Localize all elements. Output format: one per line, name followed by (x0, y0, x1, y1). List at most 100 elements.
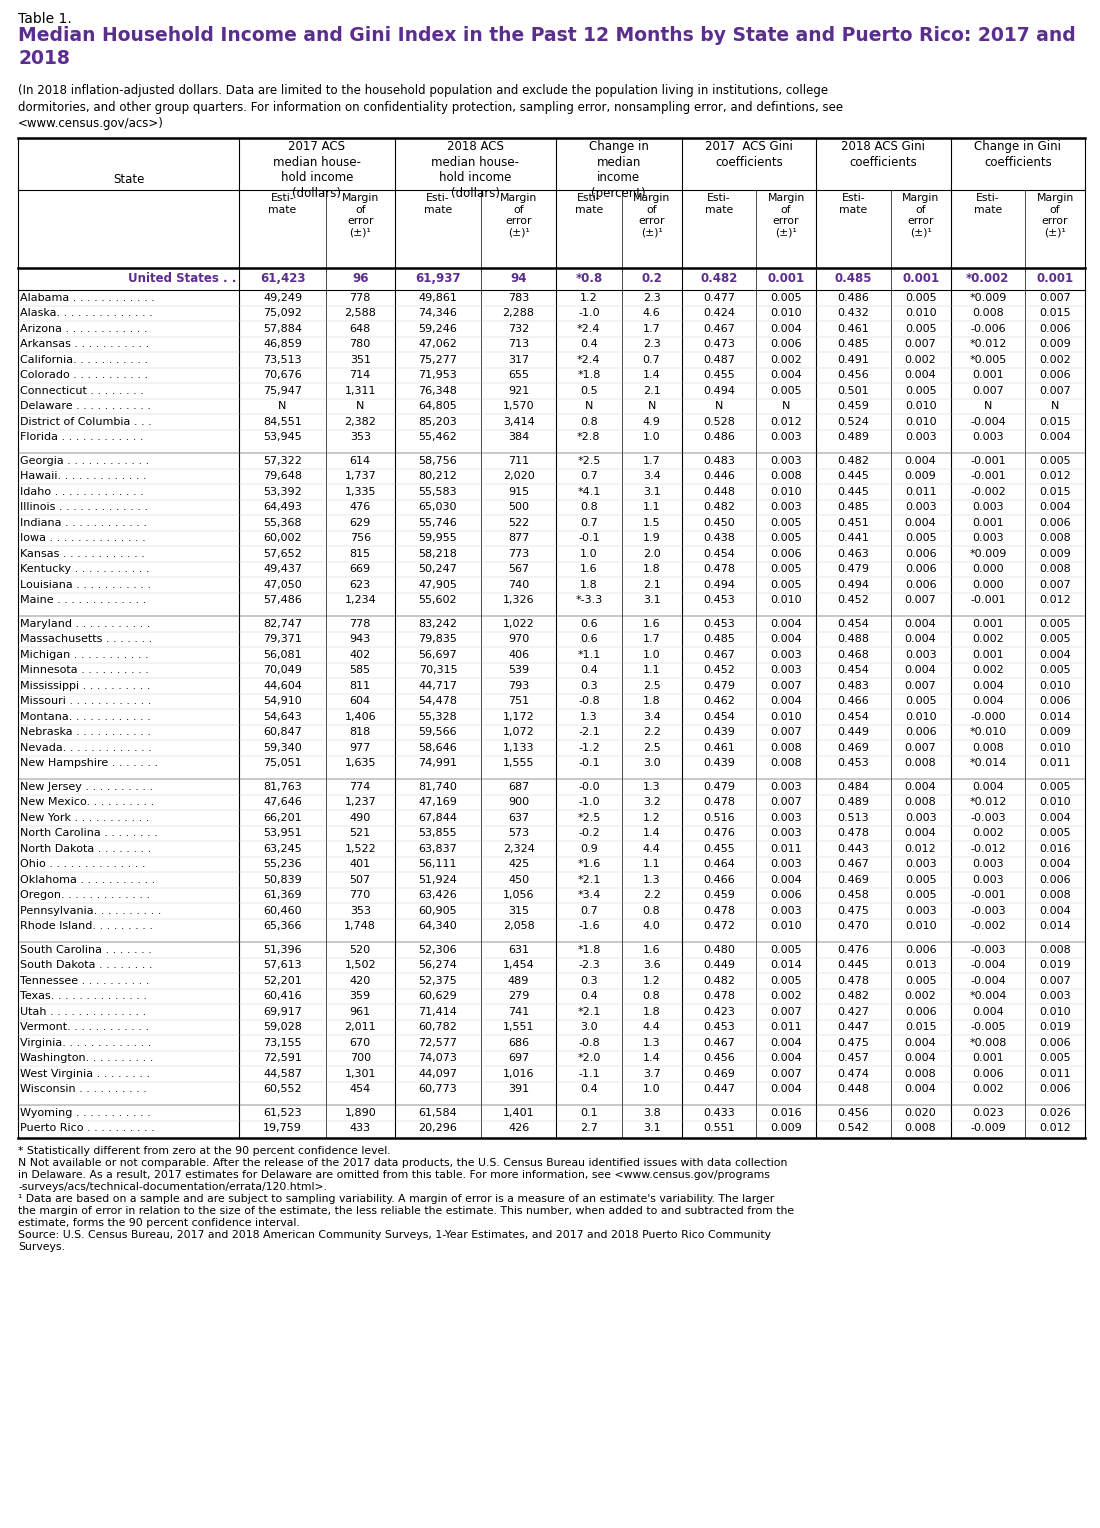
Text: 0.006: 0.006 (905, 549, 936, 559)
Text: 47,646: 47,646 (263, 798, 301, 807)
Text: 0.003: 0.003 (770, 859, 802, 869)
Text: 0.456: 0.456 (837, 1108, 869, 1118)
Text: 0.468: 0.468 (837, 649, 869, 660)
Text: 71,414: 71,414 (418, 1007, 458, 1016)
Text: 55,368: 55,368 (263, 518, 301, 527)
Text: 0.002: 0.002 (1040, 354, 1071, 365)
Text: -0.000: -0.000 (970, 712, 1005, 721)
Text: 0.005: 0.005 (770, 533, 802, 544)
Text: 0.482: 0.482 (837, 992, 869, 1001)
Text: 81,763: 81,763 (263, 782, 301, 792)
Text: 49,861: 49,861 (418, 293, 458, 303)
Text: 0.011: 0.011 (1040, 758, 1071, 769)
Text: 0.453: 0.453 (703, 1022, 735, 1033)
Text: 714: 714 (350, 370, 371, 380)
Text: Massachusetts . . . . . . .: Massachusetts . . . . . . . (20, 634, 152, 645)
Text: 70,049: 70,049 (263, 665, 301, 675)
Text: 0.448: 0.448 (703, 487, 735, 497)
Text: 0.004: 0.004 (1040, 503, 1071, 512)
Text: 500: 500 (508, 503, 529, 512)
Text: 2.0: 2.0 (642, 549, 660, 559)
Text: Esti-
mate: Esti- mate (705, 193, 733, 214)
Text: 0.005: 0.005 (1040, 782, 1071, 792)
Text: N: N (278, 402, 287, 411)
Text: -0.002: -0.002 (970, 921, 1005, 931)
Text: 0.478: 0.478 (837, 976, 869, 986)
Text: 0.010: 0.010 (770, 309, 802, 318)
Text: 0.516: 0.516 (703, 813, 735, 822)
Text: 1.6: 1.6 (580, 564, 597, 575)
Text: 0.011: 0.011 (770, 1022, 802, 1033)
Text: 0.016: 0.016 (770, 1108, 802, 1118)
Text: Pennsylvania. . . . . . . . . .: Pennsylvania. . . . . . . . . . (20, 906, 162, 915)
Text: 655: 655 (508, 370, 529, 380)
Text: 3.0: 3.0 (642, 758, 660, 769)
Text: 3.2: 3.2 (642, 798, 660, 807)
Text: Margin
of
error
(±)¹: Margin of error (±)¹ (902, 193, 939, 238)
Text: 0.004: 0.004 (770, 1085, 802, 1094)
Text: 0.008: 0.008 (904, 798, 936, 807)
Text: 0.007: 0.007 (770, 798, 802, 807)
Text: 0.446: 0.446 (703, 471, 735, 481)
Text: 0.005: 0.005 (905, 697, 936, 706)
Text: 697: 697 (508, 1053, 529, 1063)
Text: 0.447: 0.447 (703, 1085, 735, 1094)
Text: Connecticut . . . . . . . .: Connecticut . . . . . . . . (20, 385, 144, 396)
Text: 0.005: 0.005 (1040, 1053, 1071, 1063)
Text: 59,955: 59,955 (419, 533, 458, 544)
Text: -0.1: -0.1 (578, 533, 600, 544)
Text: -1.0: -1.0 (578, 309, 600, 318)
Text: 3.1: 3.1 (642, 1123, 660, 1134)
Text: 0.001: 0.001 (972, 518, 1003, 527)
Text: 0.494: 0.494 (837, 579, 869, 590)
Text: 0.004: 0.004 (904, 665, 936, 675)
Text: 0.469: 0.469 (837, 743, 869, 753)
Text: 670: 670 (350, 1038, 371, 1048)
Text: 1.6: 1.6 (642, 619, 660, 628)
Text: 0.472: 0.472 (703, 921, 735, 931)
Text: 0.006: 0.006 (770, 891, 802, 900)
Text: 20,296: 20,296 (418, 1123, 458, 1134)
Text: 669: 669 (350, 564, 371, 575)
Text: 686: 686 (508, 1038, 529, 1048)
Text: 2017  ACS Gini
coefficients: 2017 ACS Gini coefficients (705, 141, 793, 168)
Text: 573: 573 (508, 828, 529, 839)
Text: 2,011: 2,011 (344, 1022, 376, 1033)
Text: 0.3: 0.3 (580, 976, 597, 986)
Text: 0.004: 0.004 (972, 681, 1003, 691)
Text: *2.5: *2.5 (578, 455, 601, 466)
Text: 60,629: 60,629 (419, 992, 458, 1001)
Text: 59,340: 59,340 (263, 743, 301, 753)
Text: 0.006: 0.006 (905, 579, 936, 590)
Text: 3.4: 3.4 (642, 471, 660, 481)
Text: 2.3: 2.3 (642, 293, 660, 303)
Text: 1,522: 1,522 (344, 843, 376, 854)
Text: 0.004: 0.004 (904, 518, 936, 527)
Text: 52,201: 52,201 (263, 976, 301, 986)
Text: 751: 751 (508, 697, 529, 706)
Text: 76,348: 76,348 (418, 385, 458, 396)
Text: 0.005: 0.005 (770, 976, 802, 986)
Text: 1.0: 1.0 (642, 432, 660, 442)
Text: 0.002: 0.002 (972, 634, 1003, 645)
Text: 391: 391 (508, 1085, 529, 1094)
Text: 0.474: 0.474 (837, 1068, 869, 1079)
Text: 57,322: 57,322 (263, 455, 301, 466)
Text: 0.452: 0.452 (703, 665, 735, 675)
Text: North Dakota . . . . . . . .: North Dakota . . . . . . . . (20, 843, 152, 854)
Text: 0.003: 0.003 (770, 782, 802, 792)
Text: 741: 741 (508, 1007, 529, 1016)
Text: 0.006: 0.006 (1040, 518, 1071, 527)
Text: 0.466: 0.466 (703, 874, 735, 885)
Text: 59,028: 59,028 (263, 1022, 301, 1033)
Text: 96: 96 (352, 272, 368, 286)
Text: 56,111: 56,111 (419, 859, 458, 869)
Text: Missouri . . . . . . . . . . . .: Missouri . . . . . . . . . . . . (20, 697, 152, 706)
Text: 0.005: 0.005 (905, 874, 936, 885)
Text: 1,635: 1,635 (344, 758, 376, 769)
Text: 59,566: 59,566 (419, 727, 458, 736)
Text: 64,805: 64,805 (419, 402, 458, 411)
Text: 0.478: 0.478 (703, 992, 735, 1001)
Text: 0.006: 0.006 (1040, 697, 1071, 706)
Text: 1.0: 1.0 (642, 649, 660, 660)
